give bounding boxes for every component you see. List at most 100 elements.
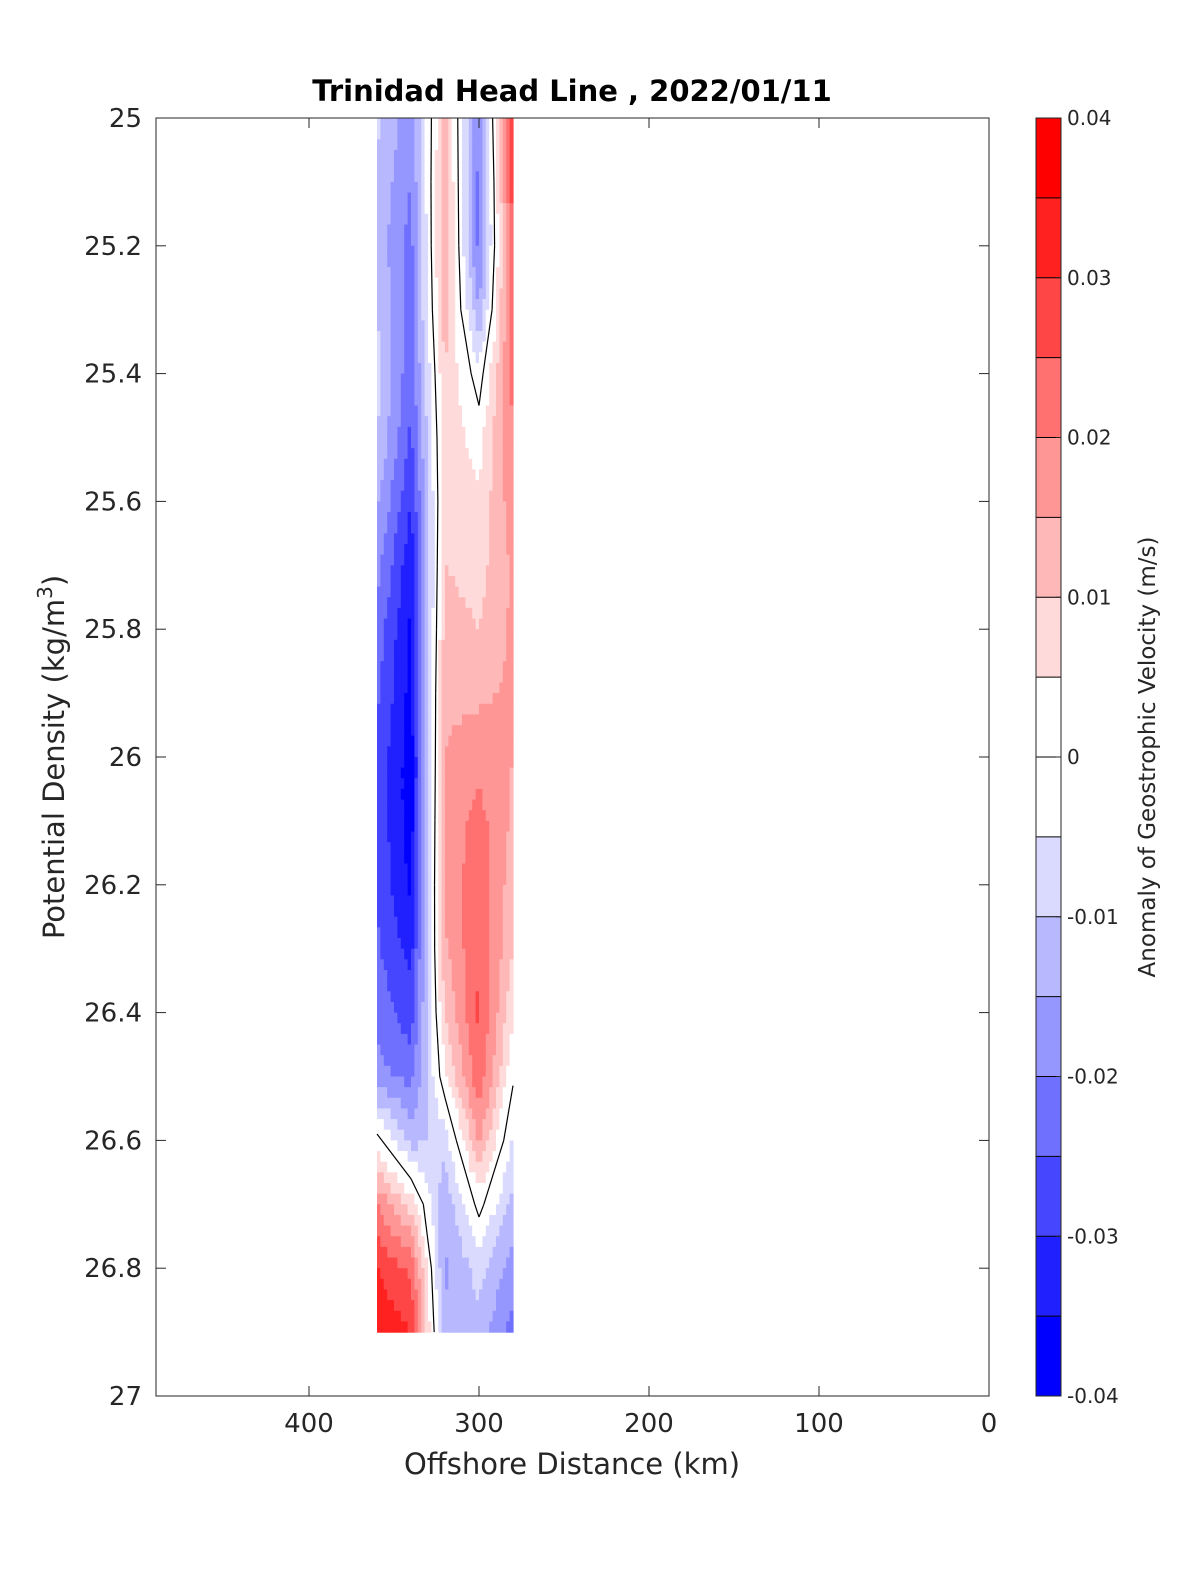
contour-cell	[400, 426, 405, 439]
contour-cell	[434, 970, 439, 982]
contour-cell	[431, 1278, 436, 1291]
contour-cell	[445, 1161, 449, 1173]
contour-cell	[438, 373, 443, 385]
contour-cell	[383, 1300, 388, 1312]
contour-cell	[387, 224, 392, 236]
contour-cell	[397, 565, 402, 577]
contour-cell	[465, 714, 470, 726]
contour-cell	[451, 309, 456, 321]
contour-cell	[502, 245, 507, 258]
contour-cell	[417, 607, 422, 620]
contour-cell	[390, 725, 395, 737]
contour-cell	[431, 181, 436, 194]
contour-cell	[390, 661, 395, 673]
contour-cell	[445, 820, 449, 833]
contour-cell	[482, 469, 487, 481]
contour-cell	[445, 213, 449, 226]
contour-cell	[404, 735, 409, 747]
contour-cell	[377, 597, 381, 609]
contour-cell	[438, 948, 443, 960]
contour-cell	[397, 1097, 402, 1110]
contour-cell	[489, 1076, 494, 1088]
contour-cell	[496, 597, 500, 609]
contour-cell	[455, 522, 460, 534]
contour-cell	[499, 235, 504, 247]
contour-cell	[496, 1129, 500, 1141]
contour-cell	[380, 139, 385, 151]
contour-cell	[448, 277, 453, 289]
contour-cell	[387, 373, 392, 385]
contour-cell	[465, 842, 470, 854]
contour-cell	[448, 235, 453, 247]
contour-cell	[377, 426, 381, 439]
contour-cell	[445, 895, 449, 907]
contour-cell	[387, 1065, 392, 1078]
contour-cell	[411, 416, 415, 428]
contour-cell	[407, 1012, 412, 1024]
contour-cell	[428, 970, 432, 982]
contour-cell	[472, 1055, 477, 1067]
contour-cell	[428, 874, 432, 886]
contour-cell	[489, 799, 494, 811]
contour-cell	[451, 320, 456, 332]
contour-cell	[489, 629, 494, 641]
contour-cell	[394, 852, 398, 865]
contour-cell	[424, 224, 429, 236]
contour-cell	[397, 171, 402, 183]
contour-cell	[417, 820, 422, 833]
contour-cell	[394, 331, 398, 343]
contour-cell	[400, 299, 405, 311]
contour-cell	[485, 1214, 490, 1227]
contour-cell	[377, 1225, 381, 1237]
contour-cell	[451, 416, 456, 428]
contour-cell	[421, 618, 426, 630]
contour-cell	[404, 1055, 409, 1067]
contour-cell	[383, 1151, 388, 1163]
contour-cell	[400, 171, 405, 183]
contour-cell	[458, 181, 463, 194]
contour-cell	[485, 1065, 490, 1078]
contour-cell	[451, 224, 456, 236]
contour-cell	[394, 1140, 398, 1152]
contour-cell	[451, 490, 456, 502]
contour-cell	[451, 682, 456, 694]
contour-cell	[468, 181, 473, 194]
contour-cell	[411, 1246, 415, 1259]
contour-cell	[489, 1012, 494, 1024]
contour-cell	[441, 725, 446, 737]
contour-cell	[400, 799, 405, 811]
contour-cell	[465, 757, 470, 769]
contour-cell	[380, 320, 385, 332]
contour-cell	[509, 341, 514, 353]
contour-cell	[479, 895, 483, 907]
contour-cell	[438, 916, 443, 928]
contour-cell	[451, 980, 456, 992]
contour-cell	[390, 192, 395, 204]
contour-cell	[424, 959, 429, 971]
contour-cell	[489, 1268, 494, 1280]
contour-cell	[499, 767, 504, 779]
contour-cell	[390, 554, 395, 566]
contour-cell	[434, 778, 439, 790]
contour-cell	[492, 299, 497, 311]
contour-cell	[407, 149, 412, 162]
contour-cell	[499, 1044, 504, 1056]
contour-cell	[411, 746, 415, 758]
contour-cell	[424, 1310, 429, 1323]
contour-cell	[502, 1140, 507, 1152]
contour-cell	[431, 149, 436, 162]
contour-cell	[417, 906, 422, 918]
contour-cell	[407, 1033, 412, 1046]
contour-cell	[499, 1119, 504, 1131]
contour-cell	[428, 480, 432, 492]
contour-cell	[411, 767, 415, 779]
contour-cell	[417, 703, 422, 715]
contour-cell	[455, 448, 460, 460]
contour-cell	[445, 309, 449, 321]
contour-cell	[489, 959, 494, 971]
contour-cell	[400, 405, 405, 417]
contour-cell	[404, 267, 409, 279]
contour-cell	[489, 693, 494, 705]
contour-cell	[380, 1214, 385, 1227]
contour-cell	[496, 522, 500, 534]
